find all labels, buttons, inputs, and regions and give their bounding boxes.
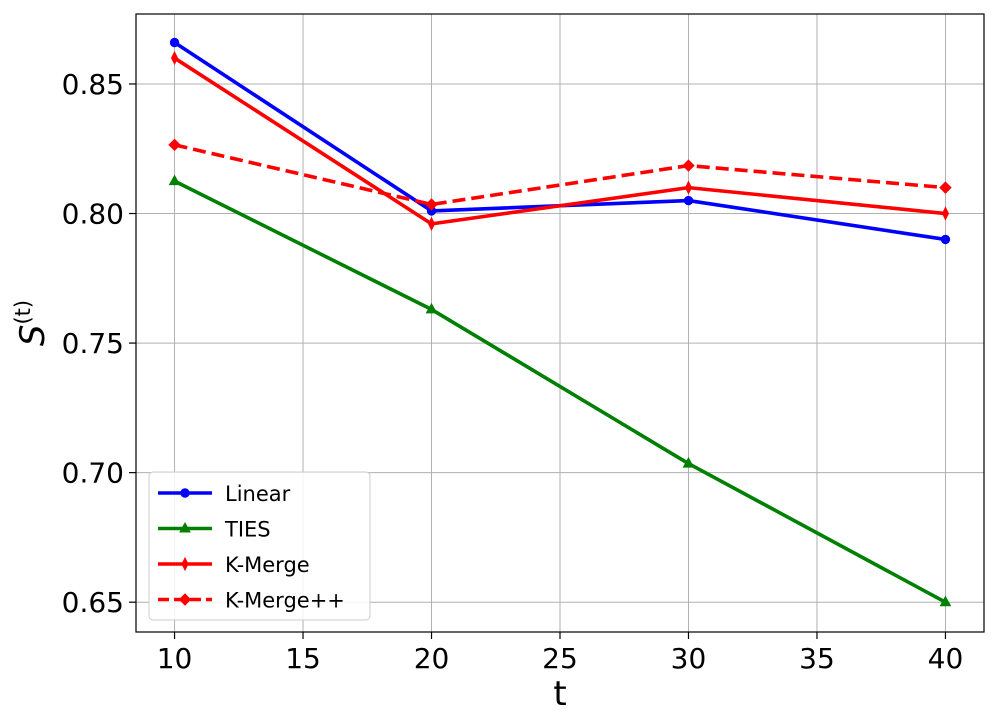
legend-marker (180, 488, 190, 498)
legend-label: K-Merge++ (225, 589, 345, 613)
x-axis-label: t (553, 674, 566, 714)
data-point (939, 595, 952, 607)
data-point (684, 180, 693, 195)
y-tick-label: 0.75 (62, 327, 124, 360)
legend-marker (178, 593, 192, 606)
series-k-merge (170, 50, 950, 232)
x-tick-label: 35 (799, 642, 835, 675)
data-point (168, 174, 181, 186)
y-tick-label: 0.80 (62, 198, 124, 231)
data-point (427, 216, 436, 232)
legend-item: TIES (158, 518, 271, 542)
y-axis-label-base: S (13, 325, 53, 347)
grid (136, 14, 984, 632)
legend-box (148, 471, 371, 621)
legend-label: Linear (225, 482, 291, 506)
y-axis-label: S(t) (11, 300, 53, 346)
x-tick-label: 40 (928, 642, 964, 675)
legend-marker (179, 521, 191, 533)
data-point (682, 457, 695, 468)
data-point (170, 50, 179, 66)
series-line (173, 179, 947, 604)
data-point (941, 206, 950, 221)
series-line (174, 143, 946, 207)
data-point (169, 37, 180, 48)
legend-marker (181, 556, 189, 572)
x-axis: 10 15 20 25 30 35 40 (157, 632, 964, 675)
x-tick-label: 15 (285, 642, 321, 675)
data-point (683, 195, 694, 206)
x-tick-label: 30 (671, 642, 707, 675)
data-point (940, 234, 951, 245)
x-tick-label: 10 (157, 642, 193, 675)
data-point (425, 198, 438, 211)
x-tick-label: 20 (414, 642, 450, 675)
legend-label: K-Merge (225, 553, 310, 577)
x-tick-label: 25 (542, 642, 578, 675)
legend: Linear TIES K-Merge K-Merge++ (148, 471, 371, 621)
legend-item: K-Merge++ (158, 589, 345, 613)
series-layer (168, 37, 952, 607)
data-point (939, 181, 952, 194)
legend-item: Linear (158, 482, 291, 506)
y-tick-label: 0.85 (62, 68, 124, 101)
y-tick-label: 0.65 (62, 586, 124, 619)
y-axis-label-superscript: (t) (11, 300, 35, 325)
data-point (682, 159, 695, 172)
legend-label: TIES (224, 518, 271, 542)
data-point (425, 302, 438, 314)
y-tick-label: 0.70 (62, 457, 124, 490)
legend-item: K-Merge (158, 553, 310, 577)
series-ties (168, 174, 952, 607)
series-line (173, 56, 946, 226)
series-k-mergeplusplus (168, 138, 952, 211)
data-point (168, 138, 181, 152)
y-axis: 0.65 0.70 0.75 0.80 0.85 (62, 68, 136, 619)
